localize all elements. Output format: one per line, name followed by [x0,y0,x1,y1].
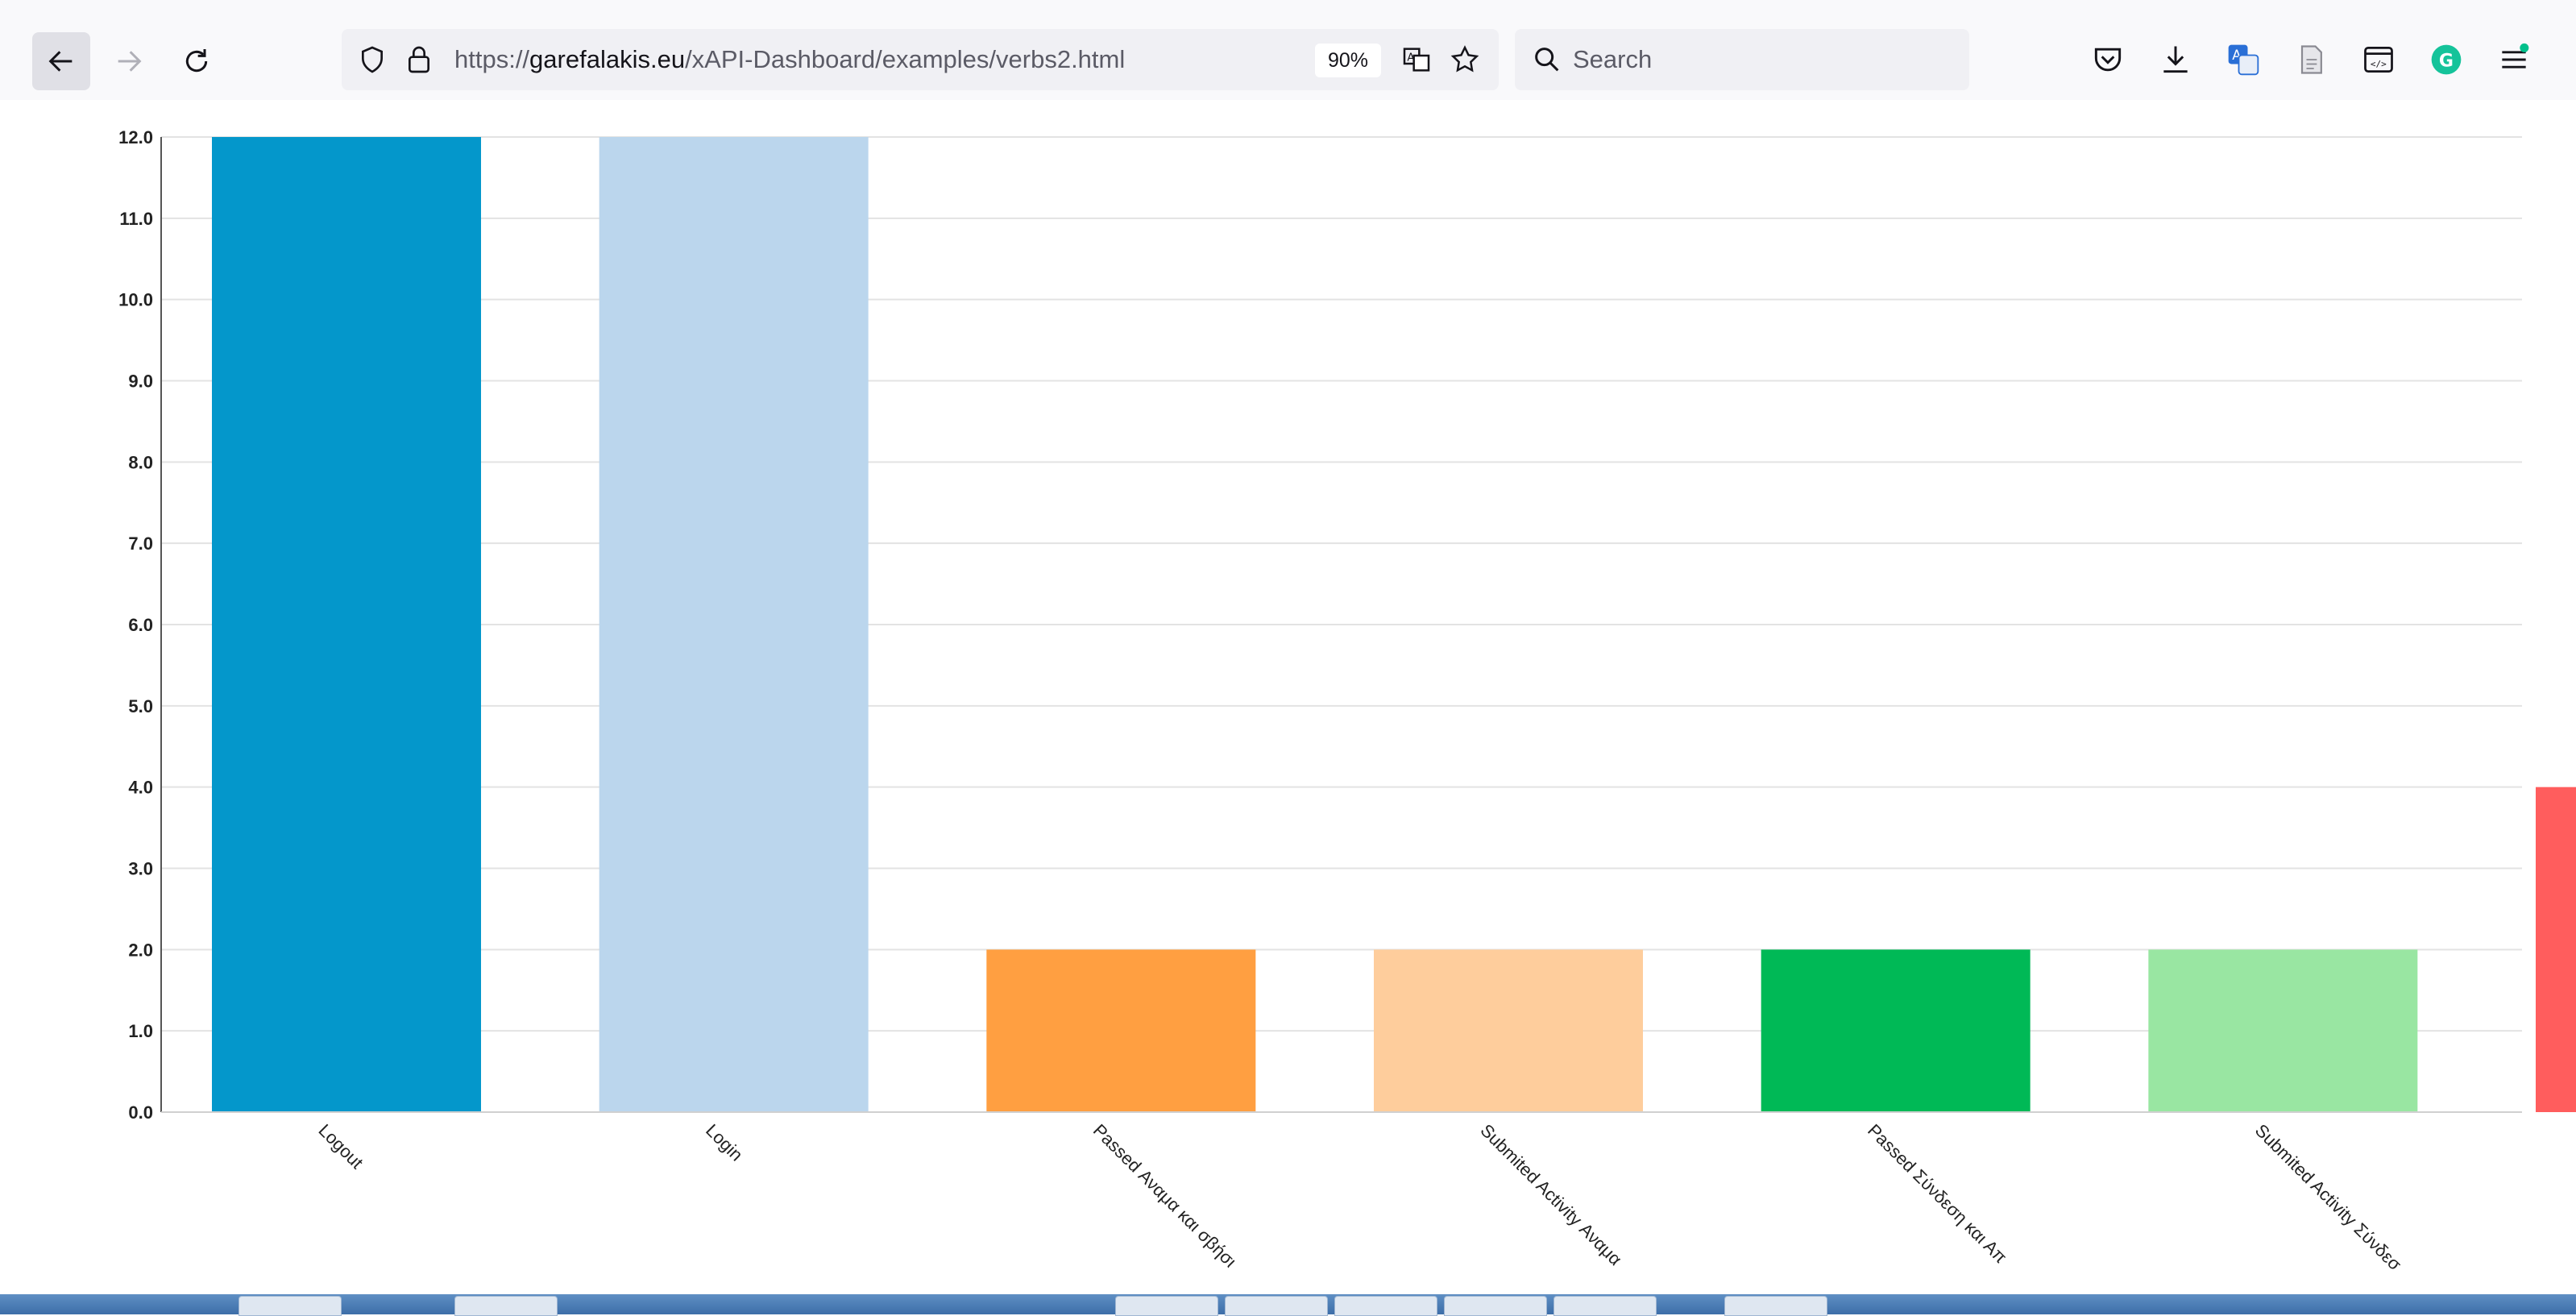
forward-button[interactable] [100,32,158,90]
chart-gridlines [161,136,2522,1113]
x-tick-label: Passed Σύνδεση και Απ [1864,1120,2011,1268]
x-axis: Logout Login Passed Αναμα και σβήσι Submite… [161,1111,2522,1275]
y-tick-label: 4.0 [128,778,153,798]
svg-text:</>: </> [2371,59,2387,69]
pocket-icon [2094,48,2122,72]
translate-extension-icon: A [2228,44,2259,76]
y-tick-label: 12.0 [118,127,153,147]
bar-3 [986,949,1256,1112]
back-arrow-icon [48,51,73,72]
y-tick-label: 2.0 [128,940,153,960]
y-tick-label: 7.0 [128,533,153,554]
back-button[interactable] [32,32,90,90]
devtools-button[interactable]: </> [2361,42,2396,77]
translate-extension-button[interactable]: A [2225,42,2261,77]
chart-bars [212,137,2576,1112]
taskbar-button[interactable] [1444,1296,1547,1316]
verbs-bar-chart: 0.0 1.0 2.0 3.0 4.0 5.0 6.0 7.0 8.0 9.0 10.0 11.0 12… [118,127,2576,1275]
reload-button[interactable] [168,32,226,90]
download-icon [2163,46,2188,73]
y-tick-label: 0.0 [128,1102,153,1123]
url-bar[interactable]: https://garefalakis.eu/xAPI-Dashboard/ex… [342,29,1499,90]
bar-6 [2148,949,2418,1112]
y-tick-label: 3.0 [128,859,153,879]
pocket-button[interactable] [2090,42,2126,77]
bar-7 [2536,787,2576,1112]
x-tick-label: Passed Αναμα και σβήσι [1089,1120,1241,1272]
reader-icon [2300,45,2322,74]
svg-text:A: A [1407,52,1414,64]
url-domain: garefalakis.eu [529,45,686,73]
browser-toolbar: https://garefalakis.eu/xAPI-Dashboard/ex… [0,0,2576,100]
taskbar-button[interactable] [1553,1296,1657,1316]
url-path: /xAPI-Dashboard/examples/verbs2.html [685,45,1126,73]
translate-icon[interactable]: A [1400,44,1433,76]
bar-4 [1374,949,1643,1112]
taskbar-button[interactable] [239,1296,342,1316]
url-prefix: https:// [454,45,530,73]
y-tick-label: 11.0 [119,209,153,229]
x-tick-label: Submited Activity Σύνδεσ [2251,1120,2406,1275]
devtools-icon: </> [2364,46,2393,73]
x-tick-label: Logout [314,1120,367,1173]
reader-view-button[interactable] [2293,42,2329,77]
y-tick-label: 1.0 [128,1021,153,1041]
svg-text:G: G [2439,51,2454,71]
y-tick-label: 6.0 [128,615,153,635]
search-icon [1535,48,1559,72]
shield-icon[interactable] [356,44,388,76]
y-tick-label: 5.0 [128,696,153,716]
taskbar-button[interactable] [1115,1296,1218,1316]
app-menu-button[interactable] [2496,42,2532,77]
y-tick-label: 9.0 [128,372,153,392]
forward-arrow-icon [118,51,142,72]
taskbar-button[interactable] [454,1296,558,1316]
star-icon[interactable] [1449,44,1481,76]
y-tick-label: 10.0 [118,290,153,310]
y-axis: 0.0 1.0 2.0 3.0 4.0 5.0 6.0 7.0 8.0 9.0 10.0 11.0 12… [118,127,162,1123]
taskbar-button[interactable] [1334,1296,1437,1316]
bar-5 [1761,949,2031,1112]
x-tick-label: Submited Activity Αναμα [1476,1120,1625,1269]
menu-icon [2502,43,2529,68]
zoom-level-badge[interactable]: 90% [1315,44,1381,77]
reload-icon [185,49,208,73]
taskbar-button[interactable] [1724,1296,1827,1316]
search-bar[interactable]: Search [1515,29,1969,90]
bar-2 [599,137,869,1112]
taskbar-button[interactable] [1225,1296,1328,1316]
url-text[interactable]: https://garefalakis.eu/xAPI-Dashboard/ex… [454,29,1125,90]
grammarly-icon: G [2431,44,2462,75]
grammarly-button[interactable]: G [2429,42,2464,77]
lock-icon[interactable] [403,44,435,76]
x-tick-label: Login [702,1120,747,1165]
search-input[interactable]: Search [1573,45,1653,73]
downloads-button[interactable] [2158,42,2193,77]
bar-1 [212,137,481,1112]
y-tick-label: 8.0 [128,452,153,472]
